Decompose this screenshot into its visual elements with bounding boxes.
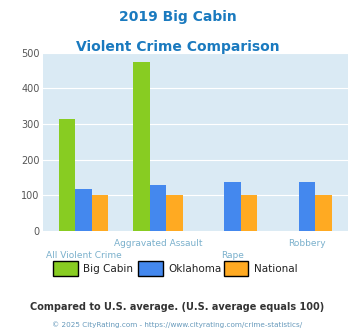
- Bar: [299, 182, 315, 231]
- Bar: [92, 195, 108, 231]
- Text: Rape: Rape: [221, 251, 244, 260]
- Bar: [150, 185, 166, 231]
- Text: Big Cabin: Big Cabin: [83, 264, 133, 274]
- Bar: [241, 195, 257, 231]
- Text: Oklahoma: Oklahoma: [169, 264, 222, 274]
- Text: National: National: [254, 264, 297, 274]
- Bar: [166, 195, 182, 231]
- Text: Violent Crime Comparison: Violent Crime Comparison: [76, 40, 279, 53]
- Text: © 2025 CityRating.com - https://www.cityrating.com/crime-statistics/: © 2025 CityRating.com - https://www.city…: [53, 322, 302, 328]
- Text: 2019 Big Cabin: 2019 Big Cabin: [119, 10, 236, 24]
- Text: Robbery: Robbery: [288, 239, 326, 248]
- Bar: [224, 182, 241, 231]
- Bar: [133, 62, 150, 231]
- Text: Aggravated Assault: Aggravated Assault: [114, 239, 202, 248]
- Text: Compared to U.S. average. (U.S. average equals 100): Compared to U.S. average. (U.S. average …: [31, 302, 324, 312]
- Text: All Violent Crime: All Violent Crime: [46, 251, 121, 260]
- Bar: [59, 119, 75, 231]
- Bar: [315, 195, 332, 231]
- Bar: [75, 189, 92, 231]
